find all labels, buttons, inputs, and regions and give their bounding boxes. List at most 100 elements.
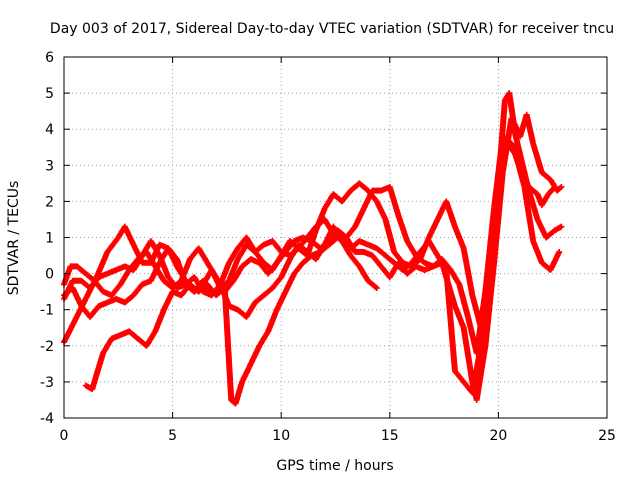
series-markers [274,250,288,265]
series-markers [75,264,88,276]
x-tick-label: 15 [381,428,399,444]
series-markers [456,282,471,319]
series-markers [426,239,440,258]
x-tick-label: 5 [168,428,177,444]
series-markers [127,329,140,341]
series-markers [460,326,476,384]
y-tick-label: 2 [45,194,54,210]
series-markers [244,300,258,319]
series-markers [443,275,458,308]
y-tick-label: -2 [40,339,54,355]
y-tick-label: 0 [45,267,54,283]
series-markers [530,142,545,174]
series-markers [166,246,179,261]
series-markers [226,246,240,265]
series-markers [226,257,241,283]
series-markers [313,207,328,232]
series-markers [221,286,235,402]
series-markers [144,250,158,269]
series-markers [383,253,397,265]
series-markers [517,153,532,193]
series-markers [382,217,397,254]
series-markers [539,170,553,182]
series-markers [170,278,184,291]
series-markers [555,184,564,193]
series-markers [253,250,266,265]
series-markers [274,290,288,312]
x-tick-label: 10 [272,428,290,444]
series-markers [278,257,293,279]
series-markers [248,344,262,366]
series-markers [144,329,158,348]
series-markers [239,362,254,384]
x-tick-label: 25 [598,428,616,444]
series-markers [374,199,388,222]
series-markers [521,185,536,243]
series-markers [548,250,562,272]
series-markers [348,253,362,269]
series-markers [478,272,493,348]
series-markers [244,235,258,254]
y-tick-label: 5 [45,86,54,102]
series-markers [535,217,549,240]
series-markers [524,113,536,146]
data-point [558,223,565,230]
series-markers [352,207,367,229]
series-markers [546,185,557,197]
y-tick-label: -1 [40,303,54,319]
series-markers [292,261,305,276]
series-markers [327,235,340,247]
series-markers [148,239,162,258]
series-markers [131,282,145,298]
series-markers [526,189,540,221]
series-markers [344,235,358,254]
series-markers [392,250,405,265]
series-markers [122,293,136,305]
series-markers [405,239,419,258]
data-point [558,183,565,190]
series-markers [530,239,545,265]
series-markers [366,278,379,291]
series-markers [482,261,497,348]
series-markers [322,192,336,211]
series-markers [257,329,271,348]
series-markers [491,171,506,265]
series-markers [100,336,114,355]
series-markers [152,308,167,333]
chart-title: Day 003 of 2017, Sidereal Day-to-day VTE… [50,21,614,37]
series-markers [283,239,297,254]
series-markers [205,261,219,279]
series-markers [122,225,136,247]
series-markers [157,246,171,265]
y-tick-label: 4 [45,122,54,138]
series-markers [261,285,275,298]
series-markers [513,152,528,189]
series-markers [387,261,401,279]
series-markers [318,242,331,254]
y-tick-label: -3 [40,375,54,391]
series-markers [396,214,410,243]
data-point [556,248,563,255]
series-markers [473,344,489,402]
series-markers [233,380,245,406]
series-markers [127,257,140,272]
y-tick-label: 6 [45,50,54,66]
series-markers [270,275,284,290]
series-markers [426,217,440,240]
series-markers [452,369,466,384]
y-axis-ticks: -4 -3 -2 -1 0 1 2 3 4 5 6 [40,50,607,427]
series-markers [83,271,97,283]
series-markers [266,261,279,276]
series-markers [508,116,523,156]
series-markers [301,253,314,265]
series-markers [539,192,551,207]
series-markers [544,228,557,240]
series-markers [109,282,123,298]
series-markers [361,189,375,211]
y-tick-label: -4 [40,411,54,427]
series-markers [357,264,371,283]
series-markers [148,261,162,283]
x-tick-label: 0 [60,428,69,444]
x-tick-label: 20 [489,428,507,444]
series-markers [235,243,249,261]
